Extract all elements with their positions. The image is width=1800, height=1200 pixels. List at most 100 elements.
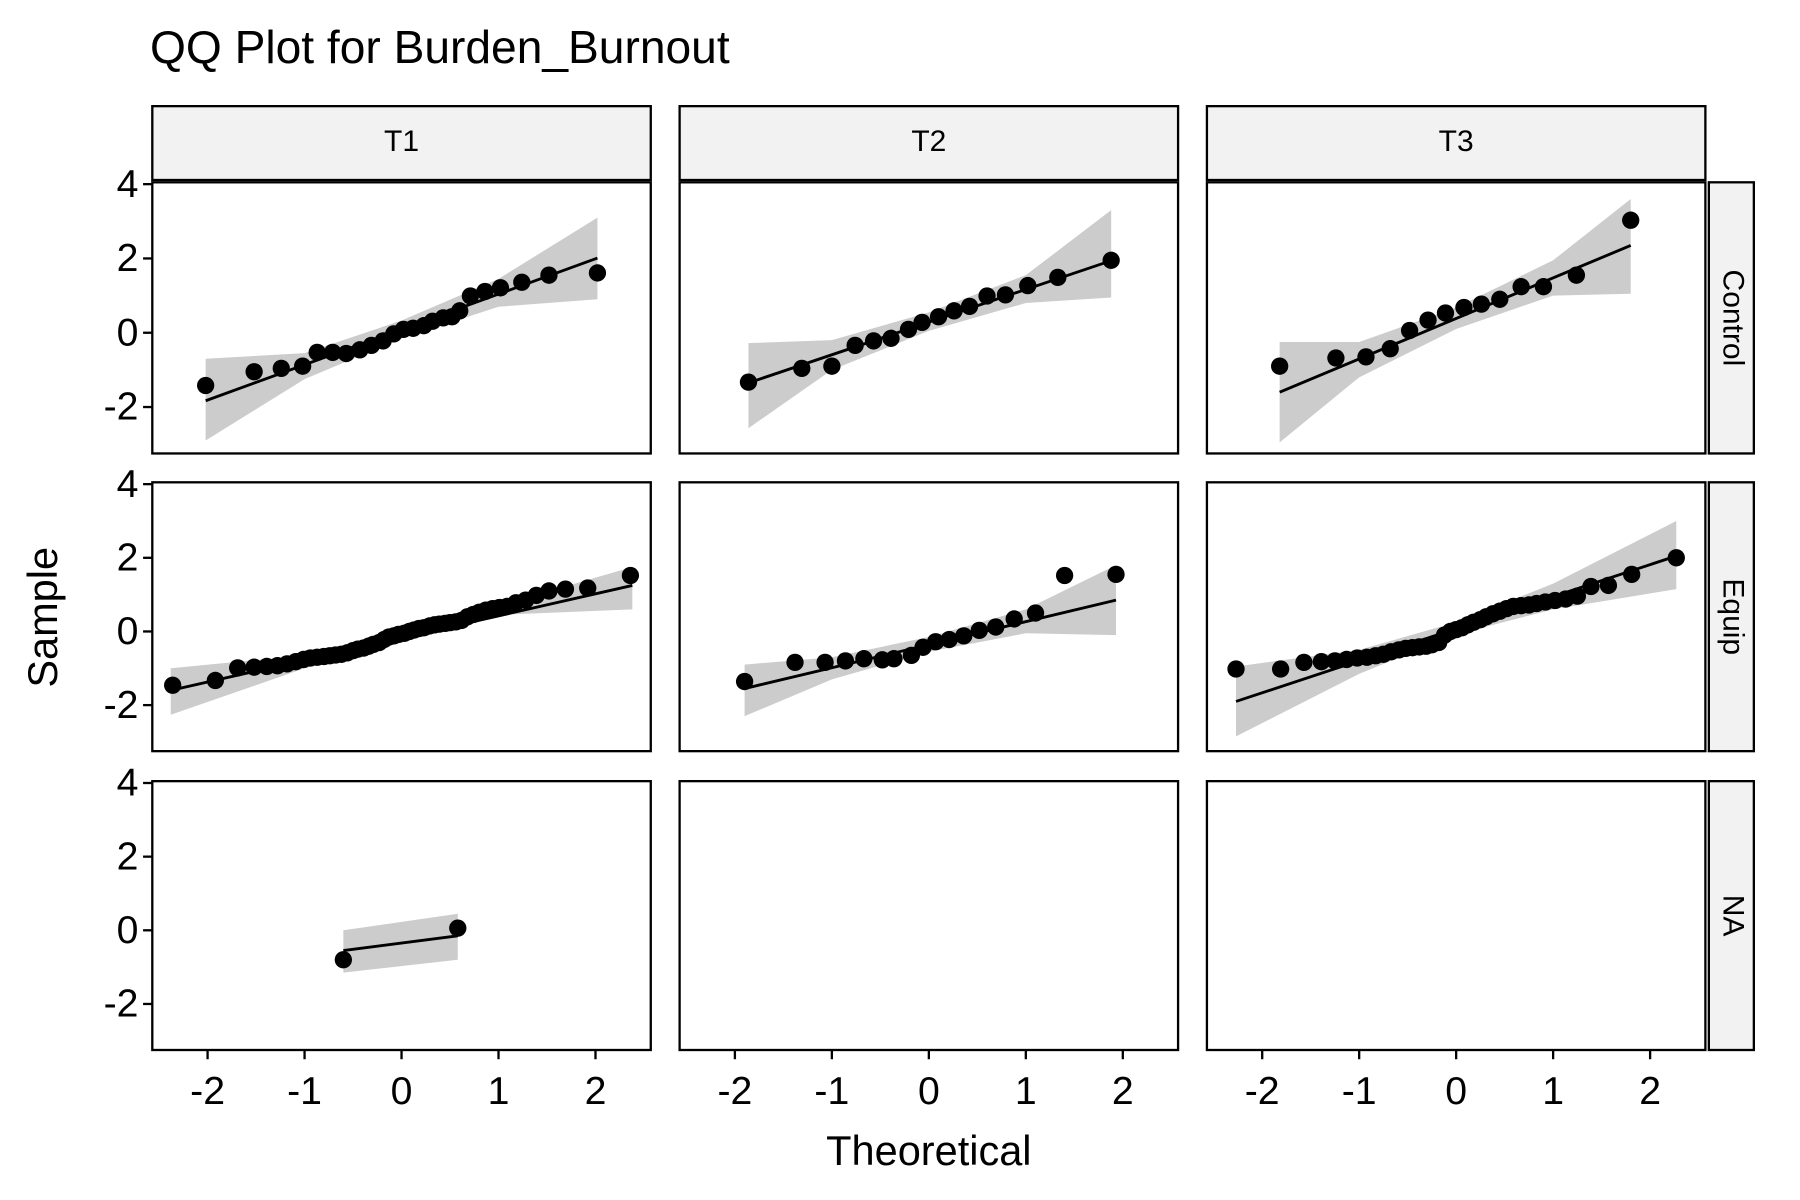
point: [451, 302, 469, 320]
reference-line: [343, 934, 458, 952]
y-axis-title: Sample: [19, 547, 66, 688]
point: [793, 359, 811, 378]
point: [836, 652, 855, 670]
point: [996, 286, 1015, 304]
point: [1271, 660, 1290, 678]
point: [579, 579, 597, 597]
row-strip-label: NA: [1716, 895, 1749, 937]
point: [846, 336, 864, 355]
panel-border: [151, 779, 652, 1052]
point: [1026, 604, 1045, 622]
point: [735, 672, 754, 691]
column-strip: [1205, 105, 1707, 182]
y-tick-label: 2: [117, 236, 139, 280]
panel-border: [1205, 181, 1707, 455]
point: [588, 264, 607, 282]
y-tick-label: 0: [117, 908, 139, 952]
point: [960, 297, 979, 316]
x-tick-label: -2: [190, 1069, 225, 1113]
point: [816, 653, 834, 672]
point: [540, 266, 558, 284]
point: [1623, 565, 1641, 584]
point: [1622, 211, 1640, 229]
point: [1436, 304, 1455, 322]
point: [1582, 577, 1600, 596]
point: [978, 287, 996, 305]
row-strip: [1707, 779, 1755, 1052]
point: [1534, 278, 1553, 296]
point: [1567, 266, 1586, 284]
panel-border: [1205, 779, 1707, 1052]
point: [1455, 298, 1473, 317]
point: [940, 630, 958, 649]
point: [324, 343, 342, 362]
point: [245, 658, 263, 676]
point: [1005, 610, 1023, 628]
x-tick-label: 0: [1445, 1069, 1467, 1113]
x-tick-label: -1: [287, 1069, 322, 1113]
point: [1381, 340, 1399, 358]
point: [293, 357, 312, 375]
y-tick-label: 0: [117, 310, 139, 354]
point: [945, 302, 963, 320]
row-strip: [1707, 181, 1755, 455]
point: [1102, 251, 1120, 269]
x-tick-label: 0: [918, 1069, 940, 1113]
point: [913, 313, 931, 331]
point: [272, 359, 290, 378]
point: [196, 376, 215, 395]
point: [540, 582, 558, 600]
x-tick-label: 1: [1015, 1069, 1037, 1113]
x-tick-label: 1: [488, 1069, 510, 1113]
y-tick-label: -2: [104, 385, 139, 429]
point: [899, 320, 918, 339]
y-tick-label: 0: [117, 609, 139, 653]
x-tick-label: -1: [1342, 1069, 1377, 1113]
point: [491, 279, 510, 297]
point: [556, 580, 575, 598]
column-strip-label: T1: [384, 125, 419, 158]
point: [1472, 295, 1491, 313]
column-strip: [678, 105, 1180, 182]
column-strip-label: T3: [1439, 125, 1474, 158]
chart-title: QQ Plot for Burden_Burnout: [150, 21, 730, 73]
y-tick-label: -2: [104, 982, 139, 1026]
x-tick-label: -2: [1245, 1069, 1280, 1113]
point: [882, 329, 900, 347]
x-tick-label: 2: [1639, 1069, 1661, 1113]
point: [955, 627, 973, 645]
point: [449, 919, 467, 937]
row-strip-label: Control: [1716, 270, 1749, 367]
point: [1312, 653, 1331, 671]
x-tick-label: 2: [585, 1069, 607, 1113]
point: [929, 308, 948, 326]
point: [864, 332, 883, 350]
point: [1400, 321, 1419, 340]
point: [513, 273, 531, 291]
column-strip: [151, 105, 652, 182]
panel-border: [678, 181, 1180, 455]
point: [1599, 576, 1618, 595]
y-tick-label: 2: [117, 834, 139, 878]
point: [1512, 278, 1530, 296]
panel-border: [1205, 481, 1707, 753]
x-tick-label: 0: [391, 1069, 413, 1113]
point: [228, 659, 247, 677]
point: [1295, 653, 1313, 672]
point: [970, 621, 988, 640]
panel-border: [151, 481, 652, 753]
point: [1049, 268, 1067, 287]
point: [1227, 660, 1245, 678]
x-tick-label: -2: [717, 1069, 752, 1113]
point: [334, 951, 353, 969]
x-tick-label: -1: [814, 1069, 849, 1113]
x-tick-label: 2: [1112, 1069, 1134, 1113]
point: [245, 363, 263, 381]
point: [1357, 348, 1375, 366]
column-strip-label: T2: [911, 125, 946, 158]
point: [337, 344, 355, 363]
point: [786, 653, 804, 672]
point: [308, 343, 326, 362]
y-tick-label: -2: [104, 683, 139, 727]
